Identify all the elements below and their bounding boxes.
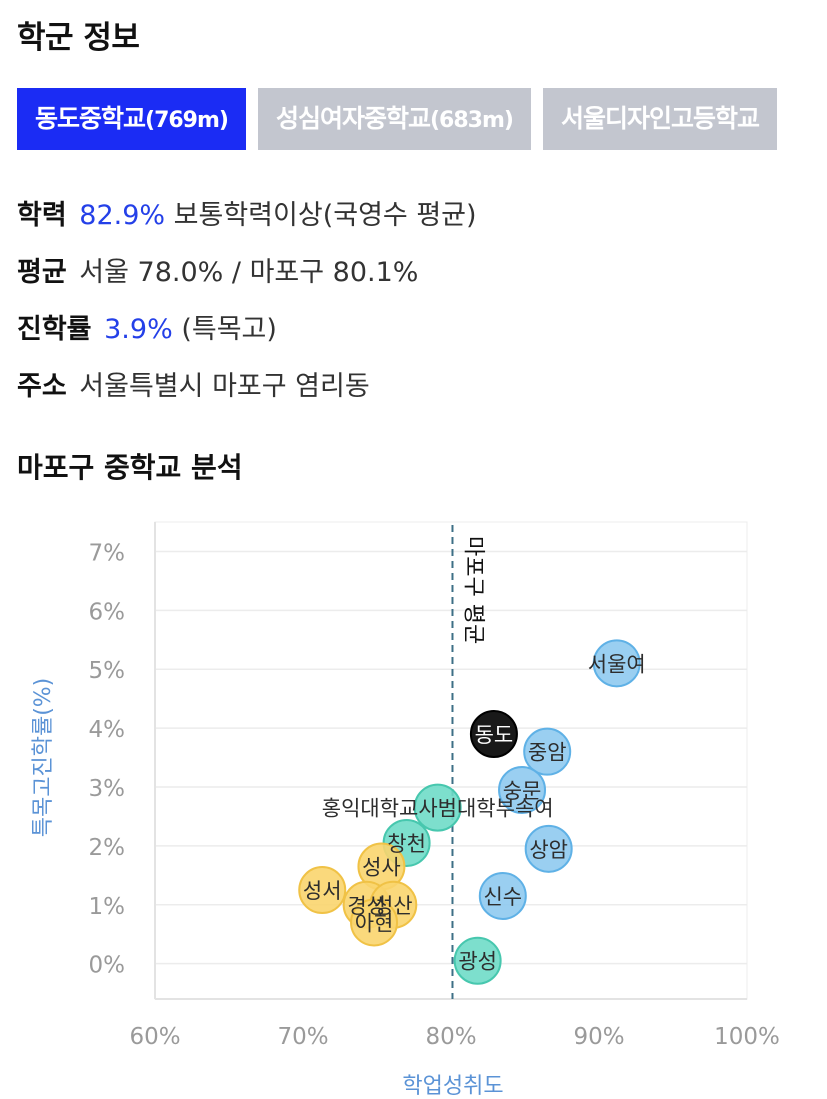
scatter-chart: 0% 1% 2% 3% 4% 5% 6% 7% 60% 70% 80% 90% 100% 학업성취도 특목고… xyxy=(31,521,780,1099)
x-tick-label: 60% xyxy=(129,1024,180,1050)
data-point xyxy=(469,710,518,758)
x-tick-label: 70% xyxy=(277,1024,328,1050)
y-tick-label: 0% xyxy=(89,953,126,979)
academic-desc: 보통학력이상(국영수 평균) xyxy=(173,200,477,231)
advancement-label: 진학률 xyxy=(17,314,92,345)
data-point xyxy=(498,765,547,814)
info-average: 평균 서울 78.0% / 마포구 80.1% xyxy=(17,250,418,289)
tab-label: 성심여자중학교 xyxy=(275,104,431,133)
data-point xyxy=(350,898,399,947)
y-tick-label: 1% xyxy=(89,894,126,920)
x-axis-label: 학업성취도 xyxy=(402,1074,503,1099)
y-tick-label: 7% xyxy=(89,540,126,566)
x-tick-label: 100% xyxy=(714,1024,780,1050)
tab-distance: (769m) xyxy=(145,108,229,133)
data-point-label: 경성 xyxy=(347,894,386,918)
x-tick-label: 80% xyxy=(425,1024,476,1050)
school-tabs: 동도중학교(769m) 성심여자중학교(683m) 서울디자인고등학교 xyxy=(17,88,783,150)
data-point-label: 성사 xyxy=(362,856,401,880)
data-point xyxy=(413,783,462,832)
data-point-label: 광성 xyxy=(458,950,497,974)
tab-label: 서울디자인고등학교 xyxy=(560,104,760,133)
data-point-label: 성산 xyxy=(374,894,413,918)
average-label: 평균 xyxy=(17,257,67,288)
data-point-label: 창천 xyxy=(387,832,426,856)
data-point-label: 서울여 xyxy=(588,652,646,676)
data-point-label: 성서 xyxy=(303,879,342,903)
y-axis-label: 특목고진학률(%) xyxy=(31,678,56,838)
data-point xyxy=(523,727,572,776)
average-reference-label: 마포구 평균 xyxy=(460,536,485,644)
y-tick-label: 3% xyxy=(89,776,126,802)
analysis-title: 마포구 중학교 분석 xyxy=(17,451,243,484)
info-academic: 학력 82.9% 보통학력이상(국영수 평균) xyxy=(17,193,477,232)
x-tick-label: 90% xyxy=(573,1024,624,1050)
data-point xyxy=(592,639,641,688)
advancement-value: 3.9% xyxy=(104,314,173,345)
academic-label: 학력 xyxy=(17,200,67,231)
data-point-label: 숭문 xyxy=(503,779,542,803)
advancement-desc: (특목고) xyxy=(181,314,277,345)
address-value: 서울특별시 마포구 염리동 xyxy=(79,371,370,402)
data-point xyxy=(478,871,527,920)
page-title: 학군 정보 xyxy=(17,20,140,56)
tab-dongdo-middle[interactable]: 동도중학교(769m) xyxy=(17,88,246,150)
info-address: 주소 서울특별시 마포구 염리동 xyxy=(17,364,370,403)
y-tick-label: 4% xyxy=(89,717,126,743)
y-tick-label: 5% xyxy=(89,658,126,684)
data-point-label: 홍익대학교사범대학부속여 xyxy=(322,797,554,821)
academic-value: 82.9% xyxy=(79,200,166,231)
data-point xyxy=(524,824,573,873)
tab-label: 동도중학교 xyxy=(35,104,146,133)
data-point-label: 아현 xyxy=(355,911,394,935)
y-tick-label: 2% xyxy=(89,835,126,861)
info-advancement: 진학률 3.9% (특목고) xyxy=(17,307,277,346)
tab-seoul-design-high[interactable]: 서울디자인고등학교 xyxy=(542,88,777,150)
average-value: 서울 78.0% / 마포구 80.1% xyxy=(79,257,419,288)
data-point-label: 상암 xyxy=(529,838,568,862)
data-point xyxy=(298,866,347,915)
data-point-label: 중암 xyxy=(528,741,567,765)
y-tick-label: 6% xyxy=(89,599,126,625)
address-label: 주소 xyxy=(17,371,67,402)
data-point-label: 동도 xyxy=(475,723,514,747)
tab-seongsim-girls-middle[interactable]: 성심여자중학교(683m) xyxy=(257,88,531,150)
data-point-label: 신수 xyxy=(483,885,522,909)
data-point xyxy=(453,936,502,985)
tab-distance: (683m) xyxy=(430,108,514,133)
plot-area xyxy=(154,521,748,1000)
